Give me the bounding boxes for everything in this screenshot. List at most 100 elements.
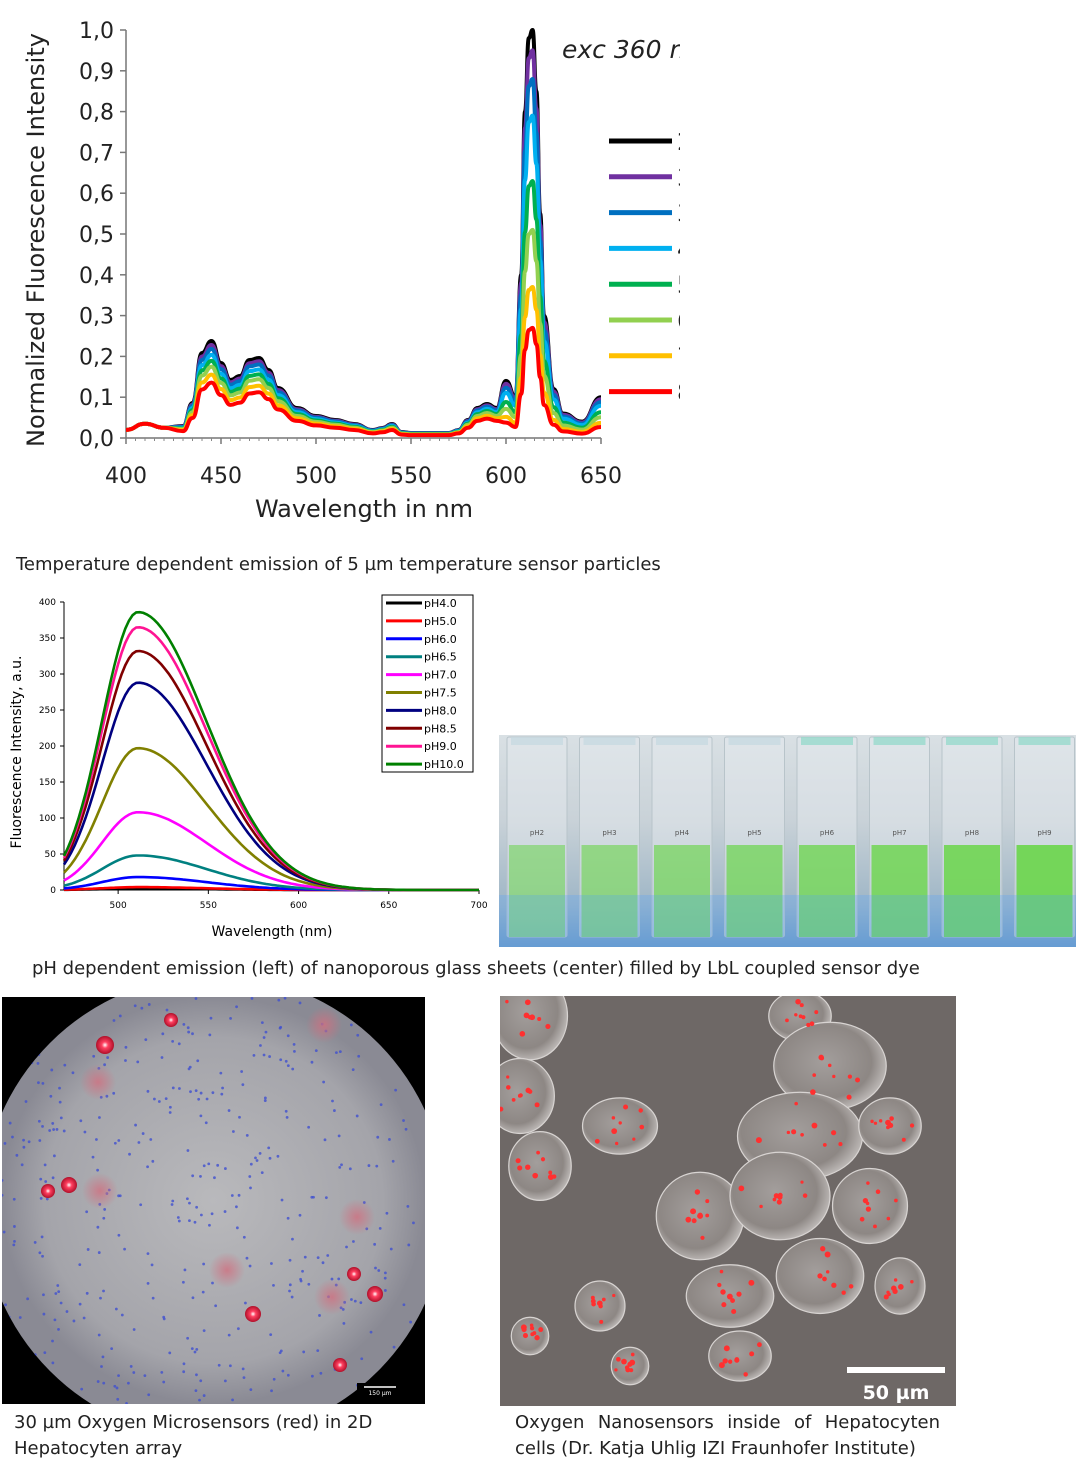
nucleus-dot [51,1339,54,1343]
oxygen-nanosensor [529,1014,536,1021]
oxygen-nanosensor [776,1199,782,1205]
cuvette-label: pH6 [820,829,835,837]
nucleus-dot [162,1315,166,1319]
nucleus-dot [85,1291,89,1295]
oxygen-nanosensor [614,1368,618,1372]
oxygen-nanosensor [886,1216,891,1221]
ph-legend-box [381,594,474,773]
nucleus-dot [41,1124,44,1128]
nucleus-dot [115,1386,119,1390]
nucleus-dot [58,1086,61,1090]
nucleus-dot [418,1001,422,1005]
nucleus-dot [384,1271,387,1275]
nucleus-dot [186,1336,190,1340]
temp-y-tick-label: 0,8 [79,101,114,126]
oxygen-nanosensor [794,1013,798,1017]
nucleus-dot [249,1162,253,1166]
nucleus-dot [314,1049,318,1053]
nucleus-dot [38,1139,42,1142]
hepatocyte-cell [708,1330,772,1382]
nucleus-dot [383,1276,387,1280]
oxygen-nanosensor [786,1130,791,1135]
oxygen-nanosensor [809,1021,815,1027]
nucleus-dot [254,1156,257,1160]
nucleus-dot [41,1082,45,1085]
nucleus-dot [207,1162,211,1166]
ph-chart: 0 50 100 150 200 250 300 350 400 500 550 600 650 700… [9,594,488,940]
nucleus-dot [58,1100,62,1104]
nucleus-dot [2,1178,4,1182]
nucleus-dot [219,1071,223,1075]
nucleus-dot [269,1333,273,1337]
nucleus-dot [183,1268,187,1272]
nucleus-dot [276,1154,280,1158]
nucleus-dot [12,1197,16,1201]
oxygen-nanosensor [892,1288,898,1294]
nucleus-dot [160,1056,164,1059]
nucleus-dot [62,1129,66,1133]
oxygen-nanosensor [612,1293,616,1298]
nucleus-dot [55,1128,59,1131]
oxygen-nanosensor [594,1138,600,1144]
nucleus-dot [124,1045,128,1049]
nucleus-dot [337,1277,341,1281]
nucleus-dot [310,1060,314,1064]
nucleus-dot [277,998,281,1002]
temp-annotation: exc 360 nm [562,35,680,64]
nucleus-dot [4,1303,7,1307]
nucleus-dot [285,1116,289,1119]
oxygen-nanosensor [591,1301,596,1307]
nucleus-dot [117,1194,120,1198]
nucleus-dot [348,1167,352,1171]
temp-x-tick-label: 400 [105,464,147,489]
cuvette-meniscus [511,737,563,745]
nucleus-dot [146,1282,150,1285]
oxygen-nanosensor [878,1119,883,1123]
nucleus-dot [177,1042,181,1046]
nucleus-dot [208,1033,212,1037]
nucleus-dot [186,1149,190,1152]
cuvette-blue-light [499,895,1076,947]
oxygen-nanosensor [795,998,801,1005]
nucleus-dot [250,997,254,1000]
nucleus-dot [14,1334,18,1338]
nucleus-dot [419,1042,423,1046]
nucleus-dot [132,1328,136,1331]
nucleus-dot [407,1243,411,1247]
ph-y-tick-label: 250 [39,706,56,716]
oxygen-nanosensor [862,1198,869,1204]
ph-y-axis-label: Fluorescence Intensity, a.u. [9,656,25,849]
oxygen-nanosensor [700,1235,705,1240]
temp-legend-label: 80°C [677,379,680,407]
nucleus-dot [202,1394,206,1397]
oxygen-nanosensor [755,1137,762,1144]
nucleus-dot [34,1372,38,1376]
nucleus-dot [190,1347,194,1351]
oxygen-microsensor [164,1013,178,1027]
nucleus-dot [35,1023,39,1027]
nucleus-dot [98,1116,101,1119]
nucleus-dot [44,1180,48,1183]
ph-y-tick-label: 200 [39,742,56,752]
nucleus-dot [223,1210,227,1213]
cuvette-liquid [871,845,928,937]
oxygen-nanosensor [817,1274,823,1279]
nucleus-dot [268,1055,271,1058]
nucleus-dot [57,1327,60,1331]
nucleus-dot [391,1159,395,1163]
nucleus-dot [147,1003,151,1006]
temp-x-tick-label: 600 [485,464,527,489]
nucleus-dot [150,1263,154,1267]
nucleus-dot [41,1254,44,1258]
nucleus-dot [235,1205,238,1209]
nucleus-dot [194,1089,198,1093]
nucleus-dot [72,1396,76,1400]
cuvette: pH5 [724,736,785,938]
nucleus-dot [125,1402,128,1404]
figure3-caption: 30 µm Oxygen Microsensors (red) in 2D He… [14,1412,373,1459]
nucleus-dot [248,1264,252,1268]
nucleus-dot [272,1377,276,1381]
nucleus-dot [52,1128,56,1131]
nucleus-dot [240,1070,244,1073]
nucleus-dot [321,1261,325,1265]
